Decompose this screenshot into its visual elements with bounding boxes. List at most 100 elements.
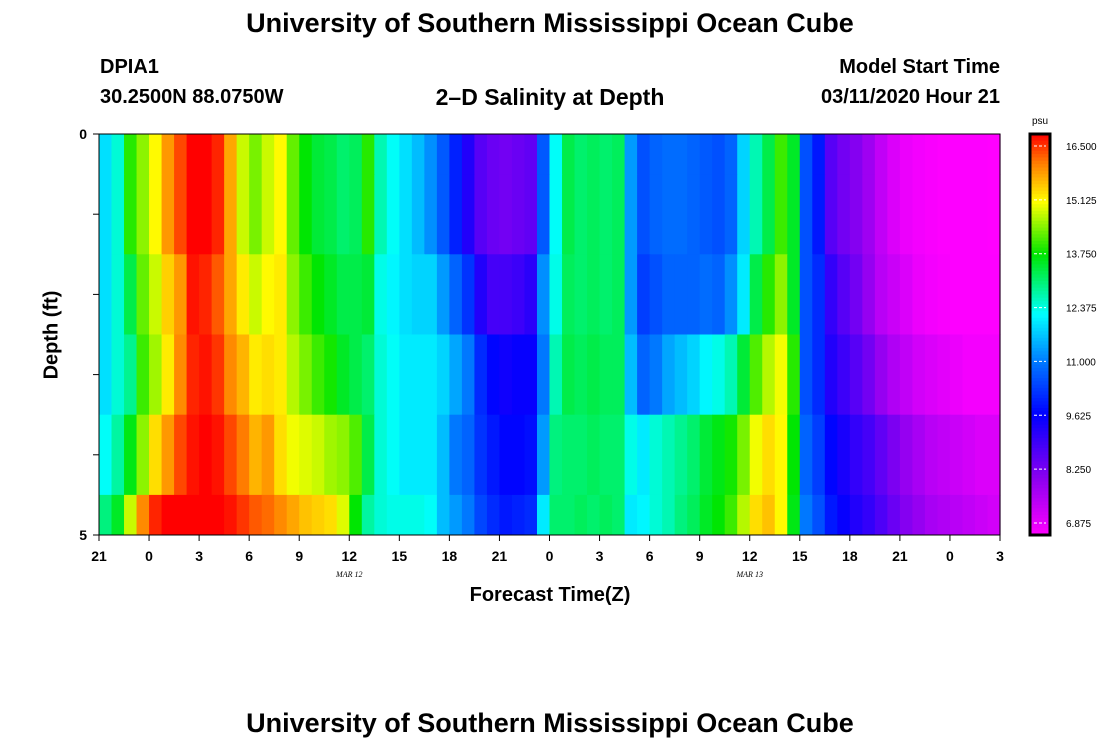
heatmap-cell xyxy=(374,134,388,175)
heatmap-cell xyxy=(662,414,676,496)
heatmap-cell xyxy=(249,494,263,536)
heatmap-cell xyxy=(699,254,713,335)
colorbar-segment xyxy=(1030,354,1050,359)
heatmap-cell xyxy=(199,334,213,416)
heatmap-cell xyxy=(99,254,113,335)
heatmap-cell xyxy=(649,174,663,255)
heatmap-cell xyxy=(211,254,225,335)
heatmap-cell xyxy=(637,414,651,496)
colorbar-segment xyxy=(1030,488,1050,493)
heatmap-cell xyxy=(174,254,188,335)
x-tick-label: 21 xyxy=(892,548,908,564)
heatmap-cell xyxy=(474,414,488,496)
heatmap-cell xyxy=(637,494,651,536)
heatmap-cell xyxy=(562,174,576,255)
heatmap-cell xyxy=(336,334,350,416)
heatmap-cell xyxy=(111,134,125,175)
colorbar-segment xyxy=(1030,250,1050,255)
colorbar-segment xyxy=(1030,387,1050,392)
heatmap-cell xyxy=(486,254,501,335)
heatmap-cell xyxy=(374,254,388,335)
heatmap-cell xyxy=(274,494,288,536)
heatmap-cell xyxy=(687,414,701,496)
heatmap-cell xyxy=(674,174,688,255)
heatmap-cell xyxy=(186,134,200,175)
heatmap-cell xyxy=(962,254,976,335)
heatmap-cells xyxy=(99,134,1001,536)
heatmap-cell xyxy=(587,414,601,496)
heatmap-cell xyxy=(987,174,1001,255)
heatmap-cell xyxy=(111,334,125,416)
x-tick-label: 6 xyxy=(245,548,253,564)
colorbar-segment xyxy=(1030,461,1050,466)
colorbar-segment xyxy=(1030,381,1050,386)
heatmap-cell xyxy=(937,134,951,175)
heatmap-cell xyxy=(236,174,250,255)
model-start-value: 03/11/2020 Hour 21 xyxy=(820,86,1000,108)
heatmap-cell xyxy=(712,134,726,175)
colorbar-segment xyxy=(1030,194,1050,198)
heatmap-cell xyxy=(899,414,913,496)
heatmap-cell xyxy=(549,254,563,335)
heatmap-cell xyxy=(161,134,175,175)
heatmap-cell xyxy=(762,494,776,536)
heatmap-cell xyxy=(824,414,838,496)
heatmap-cell xyxy=(161,254,175,335)
heatmap-cell xyxy=(261,254,275,335)
heatmap-cell xyxy=(424,254,438,335)
colorbar-segment xyxy=(1030,367,1050,372)
heatmap-cell xyxy=(361,334,375,416)
heatmap-cell xyxy=(549,174,563,255)
heatmap-cell xyxy=(687,494,701,536)
heatmap-cell xyxy=(624,414,638,496)
heatmap-cell xyxy=(762,414,776,496)
heatmap-cell xyxy=(724,334,738,416)
heatmap-cell xyxy=(349,174,363,255)
colorbar-segment xyxy=(1030,464,1050,469)
colorbar-segment xyxy=(1030,494,1050,499)
heatmap-cell xyxy=(737,254,751,335)
colorbar-segment xyxy=(1030,314,1050,319)
heatmap-cell xyxy=(411,174,425,255)
heatmap-cell xyxy=(774,134,788,175)
heatmap-cell xyxy=(174,494,188,536)
heatmap-cell xyxy=(424,334,438,416)
heatmap-cell xyxy=(899,254,913,335)
heatmap-cell xyxy=(937,174,951,255)
heatmap-cell xyxy=(712,414,726,496)
heatmap-cell xyxy=(849,414,863,496)
colorbar-segment xyxy=(1030,134,1050,138)
heatmap-cell xyxy=(924,134,939,175)
heatmap-cell xyxy=(962,134,976,175)
heatmap-cell xyxy=(199,494,213,536)
colorbar-segment xyxy=(1030,237,1050,242)
heatmap-cell xyxy=(987,414,1001,496)
heatmap-cell xyxy=(349,334,363,416)
heatmap-cell xyxy=(699,174,713,255)
chart-title: 2–D Salinity at Depth xyxy=(435,84,665,110)
colorbar-frame xyxy=(1028,132,1052,537)
heatmap-cell xyxy=(324,414,338,496)
heatmap-cell xyxy=(562,254,576,335)
heatmap-cell xyxy=(411,334,425,416)
colorbar-segment xyxy=(1030,448,1050,452)
heatmap-cell xyxy=(637,254,651,335)
heatmap-cell xyxy=(499,254,513,335)
heatmap-cell xyxy=(136,414,150,496)
heatmap-cell xyxy=(599,414,613,496)
colorbar-segment xyxy=(1030,154,1050,158)
heatmap-cell xyxy=(236,494,250,536)
heatmap-cell xyxy=(562,494,576,536)
heatmap-cell xyxy=(649,334,663,416)
heatmap-cell xyxy=(849,334,863,416)
x-tick-label: 0 xyxy=(546,548,554,564)
heatmap-cell xyxy=(924,334,939,416)
colorbar-segment xyxy=(1030,207,1050,212)
heatmap-cell xyxy=(912,254,926,335)
heatmap-cell xyxy=(862,334,876,416)
heatmap-cell xyxy=(361,174,375,255)
heatmap-cell xyxy=(687,254,701,335)
heatmap-cell xyxy=(386,494,400,536)
x-date-label: MAR 13 xyxy=(736,570,763,579)
heatmap-cell xyxy=(436,494,450,536)
